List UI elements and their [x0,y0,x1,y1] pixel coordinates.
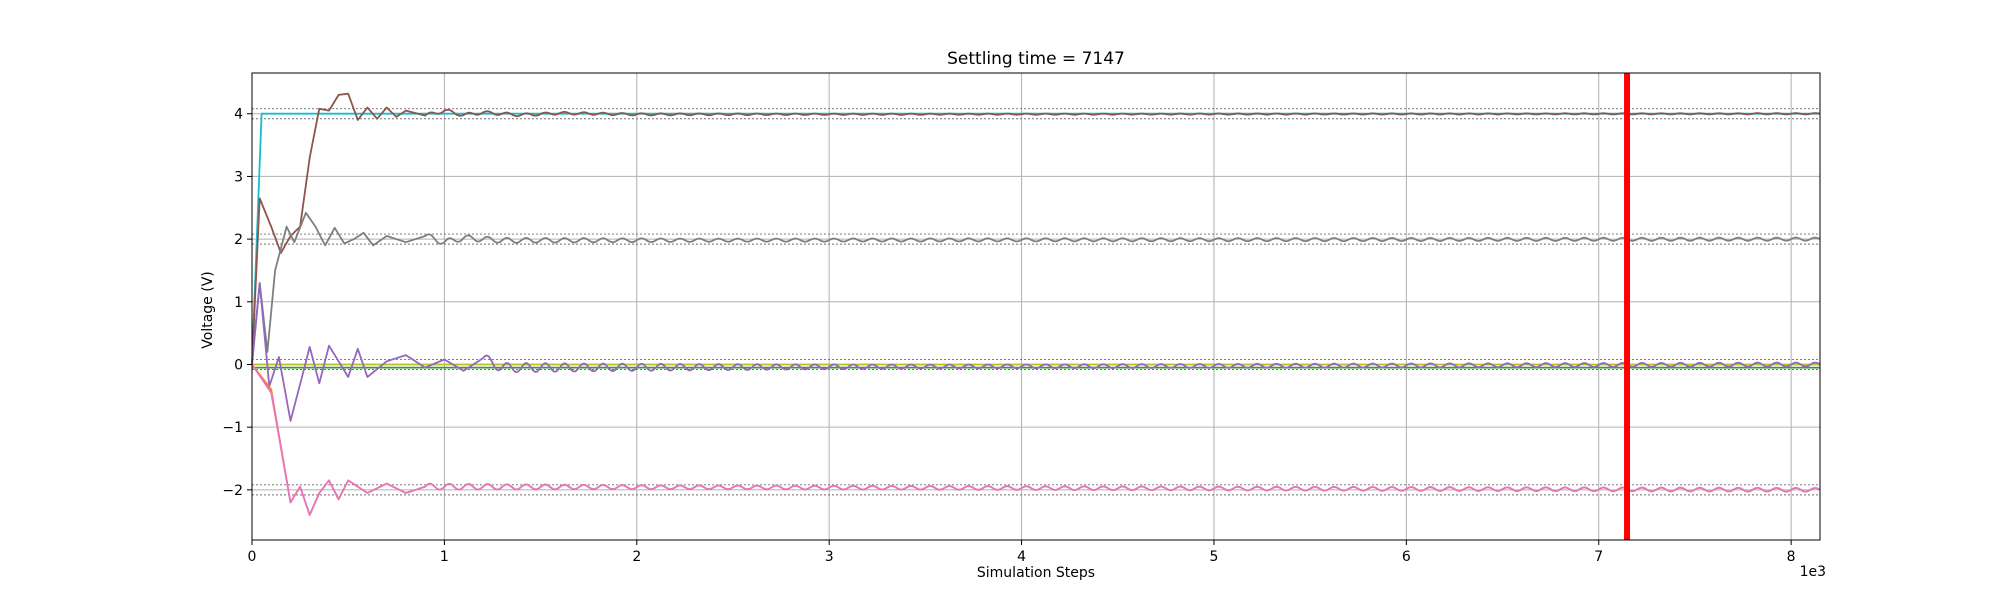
grid-lines [251,73,1820,540]
series-line [251,92,1821,365]
y-tick-label: 0 [234,357,243,373]
series-line [251,282,1821,422]
y-tick-label: 4 [234,107,243,123]
y-tick-label: 1 [234,295,243,311]
x-axis-label: Simulation Steps [977,565,1095,581]
series-line [251,363,1821,516]
x-tick-label: 6 [1402,549,1411,565]
y-tick-label: 3 [234,169,243,185]
y-tick-label: −2 [222,483,243,499]
x-tick-label: 3 [825,549,834,565]
y-axis-ticks: −2 −1 0 1 2 3 4 [222,107,252,499]
x-tick-label: 1 [440,549,449,565]
plot-frame [251,72,1821,541]
series-line [251,211,1821,365]
series-lines [251,92,1821,516]
y-tick-label: 2 [234,232,243,248]
x-tick-label: 8 [1787,549,1796,565]
x-axis-offset-label: 1e3 [1800,564,1826,580]
x-tick-label: 7 [1594,549,1603,565]
y-tick-label: −1 [222,420,243,436]
x-tick-label: 5 [1210,549,1219,565]
x-axis-ticks: 0 1 2 3 4 5 6 7 8 [248,540,1796,565]
chart-title: Settling time = 7147 [947,49,1125,69]
x-tick-label: 0 [248,549,257,565]
x-tick-label: 2 [632,549,641,565]
x-tick-label: 4 [1017,549,1026,565]
y-axis-label: Voltage (V) [200,271,216,348]
series-line [251,363,1821,516]
